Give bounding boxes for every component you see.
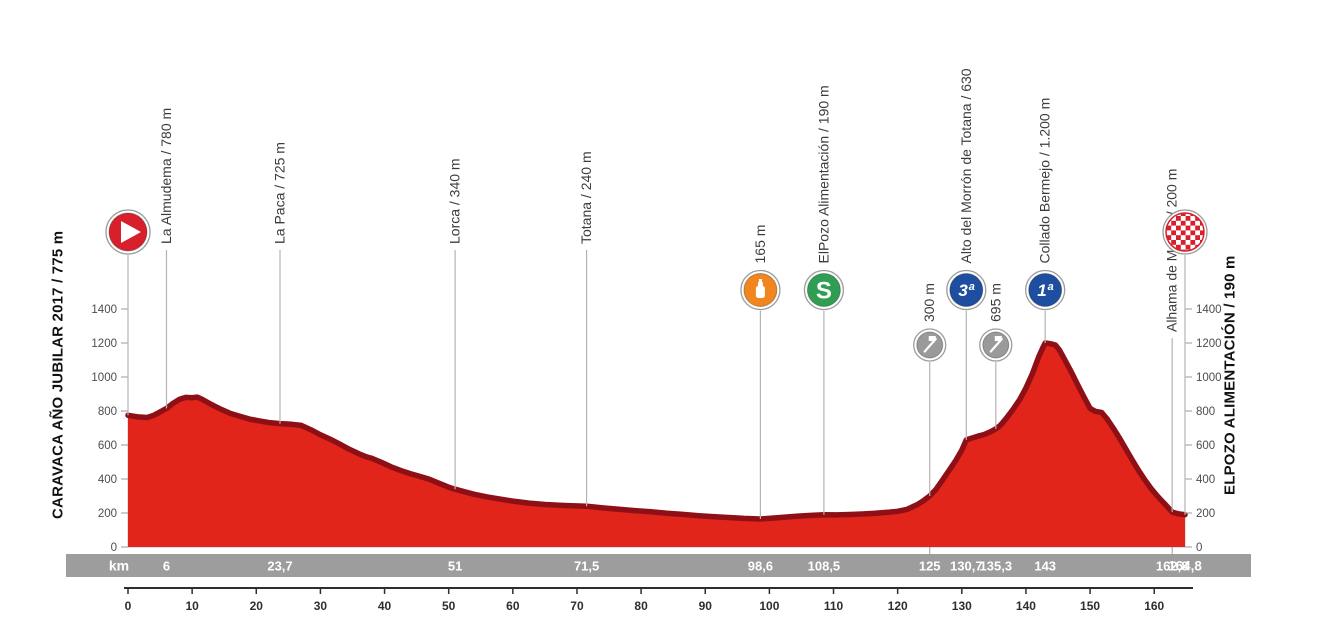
- km-marker: 125: [919, 559, 941, 574]
- cat1-icon: 1ª: [1025, 269, 1066, 311]
- x-tick-label: 90: [699, 599, 713, 613]
- x-tick-label: 60: [506, 599, 520, 613]
- y-tick-label: 200: [98, 508, 117, 520]
- x-tick-label: 150: [1080, 599, 1100, 613]
- x-tick-label: 50: [442, 599, 456, 613]
- waypoint-label: Alto del Morrón de Totana / 630: [958, 68, 974, 263]
- y-tick-label: 1400: [1196, 304, 1222, 316]
- x-tick-label: 140: [1016, 599, 1036, 613]
- x-tick-label: 20: [250, 599, 264, 613]
- y-tick-label: 1000: [1196, 372, 1222, 384]
- km-band: [66, 554, 1251, 577]
- y-tick-label: 1200: [91, 338, 117, 350]
- y-tick-label: 800: [1196, 406, 1215, 418]
- x-tick-label: 40: [378, 599, 392, 613]
- y-tick-label: 0: [111, 542, 117, 554]
- waypoint-label: 300 m: [921, 283, 937, 322]
- waypoint-label: Collado Bermejo / 1.200 m: [1037, 98, 1053, 264]
- km-marker: 143: [1034, 559, 1056, 574]
- waypoint-label: La Paca / 725 m: [272, 142, 288, 244]
- x-tick-label: 100: [759, 599, 779, 613]
- finish-title: ELPOZO ALIMENTACIÓN / 190 m: [1221, 255, 1239, 495]
- km-marker: 164,8: [1168, 559, 1202, 574]
- y-tick-label: 200: [1196, 508, 1215, 520]
- y-tick-label: 0: [1196, 542, 1202, 554]
- x-tick-label: 160: [1144, 599, 1164, 613]
- x-tick-label: 120: [888, 599, 908, 613]
- y-tick-label: 1200: [1196, 338, 1222, 350]
- x-tick-label: 30: [314, 599, 328, 613]
- y-tick-label: 1000: [91, 372, 117, 384]
- start-icon: [105, 209, 151, 255]
- waypoint-label: Lorca / 340 m: [447, 158, 463, 244]
- waypoint-label: 695 m: [987, 283, 1003, 322]
- y-tick-label: 600: [98, 440, 117, 452]
- x-tick-label: 10: [185, 599, 199, 613]
- cat3-icon: 3ª: [946, 269, 987, 311]
- sprint-icon: S: [803, 269, 845, 311]
- x-tick-label: 70: [570, 599, 584, 613]
- cota-icon: [913, 328, 947, 362]
- x-tick-label: 130: [952, 599, 972, 613]
- km-marker: 6: [163, 559, 170, 574]
- feed-icon: [740, 269, 781, 311]
- km-marker: 71,5: [574, 559, 599, 574]
- km-marker: 162,8: [1156, 559, 1189, 574]
- km-marker: 108,5: [808, 559, 841, 574]
- svg-text:3ª: 3ª: [958, 281, 974, 300]
- svg-text:S: S: [816, 278, 832, 305]
- km-marker: 23,7: [267, 559, 292, 574]
- elevation-area: [128, 343, 1185, 547]
- km-marker: 135,3: [980, 559, 1013, 574]
- waypoint-label: La Almudema / 780 m: [158, 108, 174, 244]
- svg-text:1ª: 1ª: [1037, 281, 1053, 300]
- waypoint-label: 165 m: [752, 225, 768, 264]
- y-tick-label: 400: [1196, 474, 1215, 486]
- start-title: CARAVACA AÑO JUBILAR 2017 / 775 m: [49, 230, 67, 520]
- waypoint-label: ElPozo Alimentación / 190 m: [815, 85, 831, 263]
- waypoint-label: Totana / 240 m: [578, 151, 594, 244]
- km-marker: 130,7: [950, 559, 983, 574]
- y-tick-label: 600: [1196, 440, 1215, 452]
- x-tick-label: 110: [824, 599, 844, 613]
- x-tick-label: 80: [634, 599, 648, 613]
- x-tick-label: 0: [125, 599, 132, 613]
- y-tick-label: 800: [98, 406, 117, 418]
- km-band-label: km: [109, 558, 129, 574]
- finish-icon: [1162, 209, 1208, 255]
- cota-icon: [979, 328, 1013, 362]
- km-marker: 98,6: [748, 559, 773, 574]
- y-tick-label: 1400: [91, 304, 117, 316]
- km-marker: 51: [448, 559, 462, 574]
- y-tick-label: 400: [98, 474, 117, 486]
